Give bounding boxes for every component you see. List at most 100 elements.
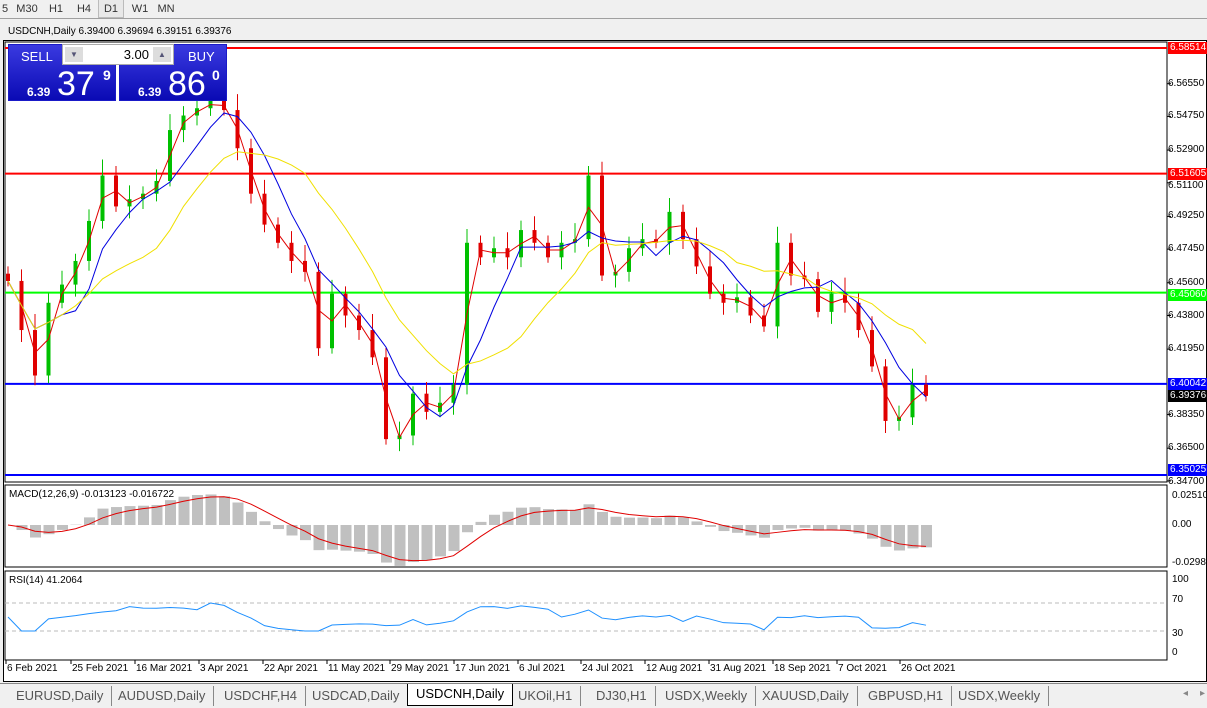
level-label: 6.35025 — [1168, 464, 1207, 476]
timeframe-H4[interactable]: H4 — [76, 3, 92, 15]
macd-bar — [867, 525, 878, 539]
macd-bar — [921, 525, 932, 548]
macd-bar — [151, 504, 163, 525]
macd-bar — [475, 521, 487, 525]
macd-bar — [597, 511, 608, 525]
tab-usdchf-h4[interactable]: USDCHF,H4 — [216, 686, 306, 706]
macd-bar — [408, 525, 419, 563]
macd-bar — [637, 517, 649, 525]
macd-bar — [502, 511, 514, 525]
chart-tabs: EURUSD,Daily AUDUSD,Daily USDCHF,H4 USDCAD,… — [0, 683, 1207, 708]
macd-bar — [813, 525, 824, 531]
level-label: 6.40042 — [1168, 377, 1207, 390]
chart-window — [3, 40, 1207, 682]
timeframe-W1[interactable]: W1 — [131, 3, 149, 15]
rsi-tick-label: 0 — [1172, 647, 1178, 658]
chart-title: USDCNH,Daily 6.39400 6.39694 6.39151 6.3… — [8, 26, 232, 37]
macd-bar — [894, 525, 905, 551]
chart-canvas[interactable] — [0, 0, 1207, 683]
tab-audusd-daily[interactable]: AUDUSD,Daily — [110, 686, 215, 706]
date-label: 18 Sep 2021 — [774, 663, 831, 674]
macd-bar — [529, 507, 541, 525]
macd-bar — [516, 507, 527, 525]
decrease-icon[interactable]: ▼ — [65, 47, 83, 62]
date-label: 24 Jul 2021 — [582, 663, 634, 674]
timeframe-toolbar: 5 M30 H1 H4 D1 W1 MN — [0, 0, 1207, 19]
tab-ukoil-h1[interactable]: UKOil,H1 — [510, 686, 582, 706]
date-label: 31 Aug 2021 — [710, 663, 767, 674]
buy-label: BUY — [188, 49, 215, 64]
increase-icon[interactable]: ▲ — [153, 47, 171, 62]
rsi-tick-label: 30 — [1172, 628, 1184, 639]
sell-label: SELL — [21, 49, 53, 64]
sell-big: 37 — [57, 65, 95, 103]
sell-sup: 9 — [103, 67, 111, 83]
timeframe-D1[interactable]: D1 — [98, 0, 124, 18]
timeframe-M30[interactable]: M30 — [16, 3, 38, 15]
lot-stepper[interactable]: ▼ 3.00 ▲ — [62, 44, 174, 65]
macd-bar — [43, 525, 55, 535]
macd-bar — [435, 525, 446, 557]
macd-bar — [786, 525, 797, 529]
macd-bar — [313, 525, 325, 551]
sell-prefix: 6.39 — [27, 85, 51, 99]
timeframe-H1[interactable]: H1 — [48, 3, 64, 15]
macd-bar — [907, 525, 919, 549]
macd-bar — [462, 525, 473, 533]
macd-bar — [664, 515, 676, 525]
macd-bar — [799, 525, 811, 528]
macd-bar — [259, 521, 271, 525]
macd-bar — [826, 525, 838, 531]
macd-bar — [192, 495, 203, 525]
macd-bar — [421, 525, 433, 560]
macd-bar — [556, 509, 568, 525]
buy-prefix: 6.39 — [138, 85, 162, 99]
ma-slow-line — [7, 151, 927, 375]
tab-gbpusd-h1[interactable]: GBPUSD,H1 — [860, 686, 953, 706]
macd-bar — [840, 525, 851, 531]
buy-sup: 0 — [212, 67, 220, 83]
tab-usdcad-daily[interactable]: USDCAD,Daily — [304, 686, 409, 706]
macd-bar — [327, 525, 338, 550]
macd-bar — [367, 525, 379, 554]
buy-big: 86 — [168, 65, 206, 103]
price-tick-label: 6.45600 — [1168, 276, 1205, 288]
price-tick-label: 6.47450 — [1168, 243, 1205, 255]
ma-mid-line — [7, 112, 927, 418]
macd-bar — [124, 506, 136, 525]
macd-pane — [4, 484, 1168, 568]
price-tick-label: 6.49250 — [1168, 210, 1205, 222]
macd-bar — [691, 521, 703, 525]
rsi-tick-label: 100 — [1172, 574, 1189, 585]
lot-input[interactable]: 3.00 — [123, 47, 149, 62]
macd-bar — [759, 525, 770, 538]
macd-bar — [705, 525, 716, 527]
macd-bar — [300, 525, 311, 541]
candle — [6, 273, 10, 281]
date-label: 11 May 2021 — [328, 663, 386, 674]
date-label: 7 Oct 2021 — [838, 663, 887, 674]
macd-bar — [178, 496, 190, 525]
tab-xauusd-daily[interactable]: XAUUSD,Daily — [754, 686, 858, 706]
tab-eurusd-daily[interactable]: EURUSD,Daily — [8, 686, 113, 706]
level-label: 6.51605 — [1168, 167, 1207, 180]
scroll-left-icon[interactable]: ◂ — [1183, 688, 1189, 699]
date-label: 3 Apr 2021 — [200, 663, 249, 674]
scroll-right-icon[interactable]: ▸ — [1200, 688, 1206, 699]
tab-usdcnh-daily[interactable]: USDCNH,Daily — [407, 684, 514, 706]
timeframe-MN[interactable]: MN — [157, 3, 175, 15]
tab-usdx-weekly[interactable]: USDX,Weekly — [950, 686, 1050, 706]
tab-usdx-weekly[interactable]: USDX,Weekly — [657, 686, 757, 706]
date-label: 17 Jun 2021 — [455, 663, 511, 674]
price-tick-label: 6.34700 — [1168, 476, 1205, 487]
macd-bar — [543, 509, 554, 525]
macd-bar — [745, 525, 757, 536]
tab-dj30-h1[interactable]: DJ30,H1 — [588, 686, 656, 706]
macd-bar — [394, 525, 406, 566]
macd-bar — [246, 511, 257, 525]
price-tick-label: 6.38350 — [1168, 408, 1205, 420]
macd-bar — [232, 502, 244, 525]
macd-bar — [651, 518, 662, 525]
macd-tick-label: 0.025108 — [1172, 490, 1207, 501]
timeframe-5[interactable]: 5 — [1, 3, 9, 15]
